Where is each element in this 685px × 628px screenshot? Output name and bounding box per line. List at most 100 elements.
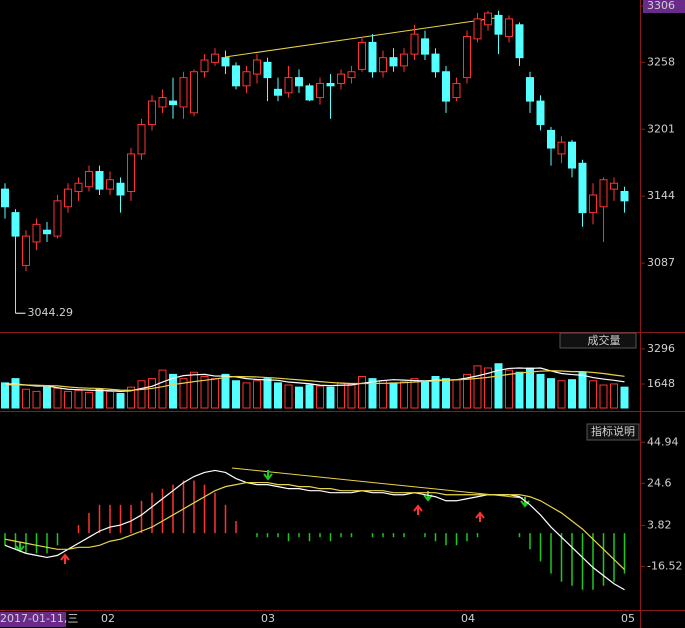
candle-body xyxy=(452,82,461,99)
low-label: 3044.29 xyxy=(28,306,74,319)
candle-body xyxy=(442,71,450,102)
candle-body xyxy=(337,73,345,84)
volume-bar xyxy=(358,376,366,409)
volume-bar xyxy=(190,371,198,409)
volume-bar xyxy=(599,384,608,409)
candle-body xyxy=(505,18,513,38)
candle-body xyxy=(148,100,156,126)
volume-bar xyxy=(421,380,429,409)
volume-bar xyxy=(232,380,240,409)
candle-body xyxy=(158,97,167,108)
y-tick-label: 3306 xyxy=(647,0,675,12)
candle-body xyxy=(11,212,20,237)
date-highlight xyxy=(0,612,66,627)
candle-body xyxy=(526,77,534,102)
volume-bar xyxy=(463,373,471,409)
candle-body xyxy=(463,36,471,79)
volume-bar xyxy=(589,380,597,409)
volume-bar xyxy=(274,382,282,409)
volume-bar xyxy=(43,386,51,409)
y-tick-label: 3201 xyxy=(647,122,675,135)
volume-bar xyxy=(347,383,356,409)
volume-bar xyxy=(620,386,629,409)
indicator-button[interactable] xyxy=(586,423,640,441)
volume-bar xyxy=(116,393,125,409)
volume-bar xyxy=(11,378,20,409)
indicator-line xyxy=(4,481,625,570)
candle-body xyxy=(379,57,387,73)
volume-bar xyxy=(106,390,114,409)
volume-bar xyxy=(179,378,188,409)
volume-bar xyxy=(253,380,261,409)
y-tick-highlight xyxy=(643,0,685,13)
candle-body xyxy=(253,59,261,75)
volume-bar xyxy=(305,384,314,409)
volume-bar xyxy=(1,382,9,409)
candle-body xyxy=(190,71,198,114)
volume-bar xyxy=(137,380,146,409)
candle-body xyxy=(589,194,597,214)
volume-bar xyxy=(389,382,398,409)
indicator-line xyxy=(4,370,625,391)
volume-bar xyxy=(316,385,324,409)
volume-bar xyxy=(74,389,83,409)
y-tick-label: -16.52 xyxy=(647,560,682,573)
candle-body xyxy=(85,171,93,188)
candle-body xyxy=(515,24,524,59)
candle-body xyxy=(484,12,492,26)
y-tick-label: 24.6 xyxy=(647,476,672,489)
candle-body xyxy=(64,188,72,208)
candle-body xyxy=(221,57,230,67)
candle-body xyxy=(106,179,114,190)
volume-bar xyxy=(295,386,303,409)
volume-bar xyxy=(505,369,513,409)
volume-bar xyxy=(431,376,440,409)
y-tick-label: 3087 xyxy=(647,256,675,269)
candle-body xyxy=(599,179,608,208)
volume-title[interactable]: 成交量 xyxy=(588,333,621,347)
candle-body xyxy=(557,141,566,155)
y-tick-label: 3.82 xyxy=(647,518,672,531)
volume-bar xyxy=(494,363,503,409)
candle-body xyxy=(127,153,135,192)
candle-body xyxy=(274,88,282,96)
volume-bar xyxy=(221,373,230,409)
indicator-line xyxy=(4,469,625,591)
candle-body xyxy=(578,162,587,214)
candle-body xyxy=(305,85,314,101)
volume-tab[interactable] xyxy=(559,332,637,349)
candle-body xyxy=(284,77,293,94)
indicator-button-label[interactable]: 指标说明 xyxy=(591,424,635,438)
candle-body xyxy=(431,53,440,73)
candle-body xyxy=(389,57,398,67)
candle-body xyxy=(358,41,366,70)
candle-body xyxy=(347,71,356,79)
x-tick-label: 2017-01-11,三 xyxy=(0,612,78,625)
candle-body xyxy=(410,33,419,55)
candle-body xyxy=(211,53,219,63)
candle-body xyxy=(263,61,272,79)
volume-bar xyxy=(568,379,576,409)
candle-body xyxy=(43,229,51,235)
candle-body xyxy=(232,65,240,87)
volume-bar xyxy=(263,378,272,409)
y-tick-label: 1648 xyxy=(647,377,675,390)
x-tick-label: 04 xyxy=(461,612,475,625)
volume-bar xyxy=(158,369,167,409)
candle-body xyxy=(547,129,555,149)
candle-body xyxy=(200,59,209,73)
volume-bar xyxy=(200,376,209,409)
volume-bar xyxy=(526,367,534,409)
candle-body xyxy=(169,100,177,106)
volume-bar xyxy=(452,379,461,409)
candle-body xyxy=(368,41,377,73)
volume-bar xyxy=(284,384,293,409)
volume-bar xyxy=(610,383,618,409)
volume-bar xyxy=(64,390,72,409)
candle-body xyxy=(568,141,576,169)
candle-body xyxy=(179,77,188,108)
x-tick-label: 03 xyxy=(261,612,275,625)
candle-body xyxy=(400,53,408,67)
